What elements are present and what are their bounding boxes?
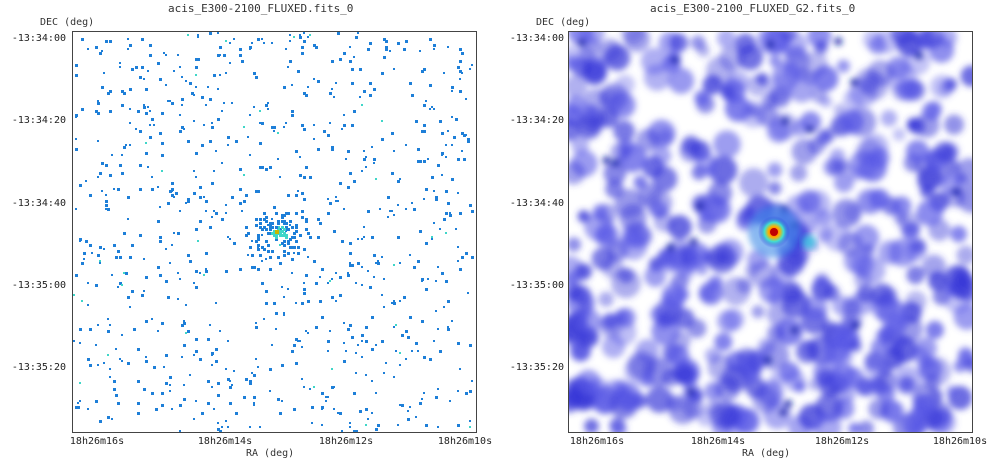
right-source-peak <box>748 206 816 258</box>
left-image-canvas <box>73 32 474 432</box>
left-xtick-2: 18h26m12s <box>318 436 374 447</box>
right-smoothed-blobs <box>569 32 972 432</box>
left-xlabel: RA (deg) <box>246 448 295 459</box>
left-xtick-0: 18h26m16s <box>69 436 125 447</box>
right-ytick-4: -13:35:20 <box>509 362 564 373</box>
left-ylabel: DEC (deg) <box>40 17 95 28</box>
right-ylabel: DEC (deg) <box>536 17 591 28</box>
left-xtick-1: 18h26m14s <box>197 436 253 447</box>
left-image-plot[interactable] <box>72 31 477 433</box>
left-ytick-3: -13:35:00 <box>11 280 66 291</box>
right-ytick-1: -13:34:20 <box>509 115 564 126</box>
left-xtick-3: 18h26m10s <box>437 436 493 447</box>
left-ytick-0: -13:34:00 <box>11 33 66 44</box>
left-panel-title: acis_E300-2100_FLUXED.fits_0 <box>168 2 354 15</box>
right-ytick-3: -13:35:00 <box>509 280 564 291</box>
right-image-canvas <box>569 32 972 432</box>
right-panel: acis_E300-2100_FLUXED_G2.fits_0 DEC (deg… <box>500 0 1000 464</box>
left-ytick-1: -13:34:20 <box>11 115 66 126</box>
left-ytick-4: -13:35:20 <box>11 362 66 373</box>
right-xtick-1: 18h26m14s <box>690 436 746 447</box>
right-xtick-0: 18h26m16s <box>569 436 625 447</box>
right-panel-title: acis_E300-2100_FLUXED_G2.fits_0 <box>650 2 856 15</box>
left-source-peak <box>275 230 282 234</box>
right-xlabel: RA (deg) <box>742 448 791 459</box>
left-panel: acis_E300-2100_FLUXED.fits_0 DEC (deg) -… <box>11 2 493 459</box>
right-xtick-3: 18h26m10s <box>932 436 988 447</box>
right-ytick-0: -13:34:00 <box>509 33 564 44</box>
left-pixel-events <box>73 32 474 432</box>
left-ytick-2: -13:34:40 <box>11 198 66 209</box>
right-xtick-2: 18h26m12s <box>814 436 870 447</box>
right-ytick-2: -13:34:40 <box>509 198 564 209</box>
right-image-plot[interactable] <box>568 31 973 433</box>
